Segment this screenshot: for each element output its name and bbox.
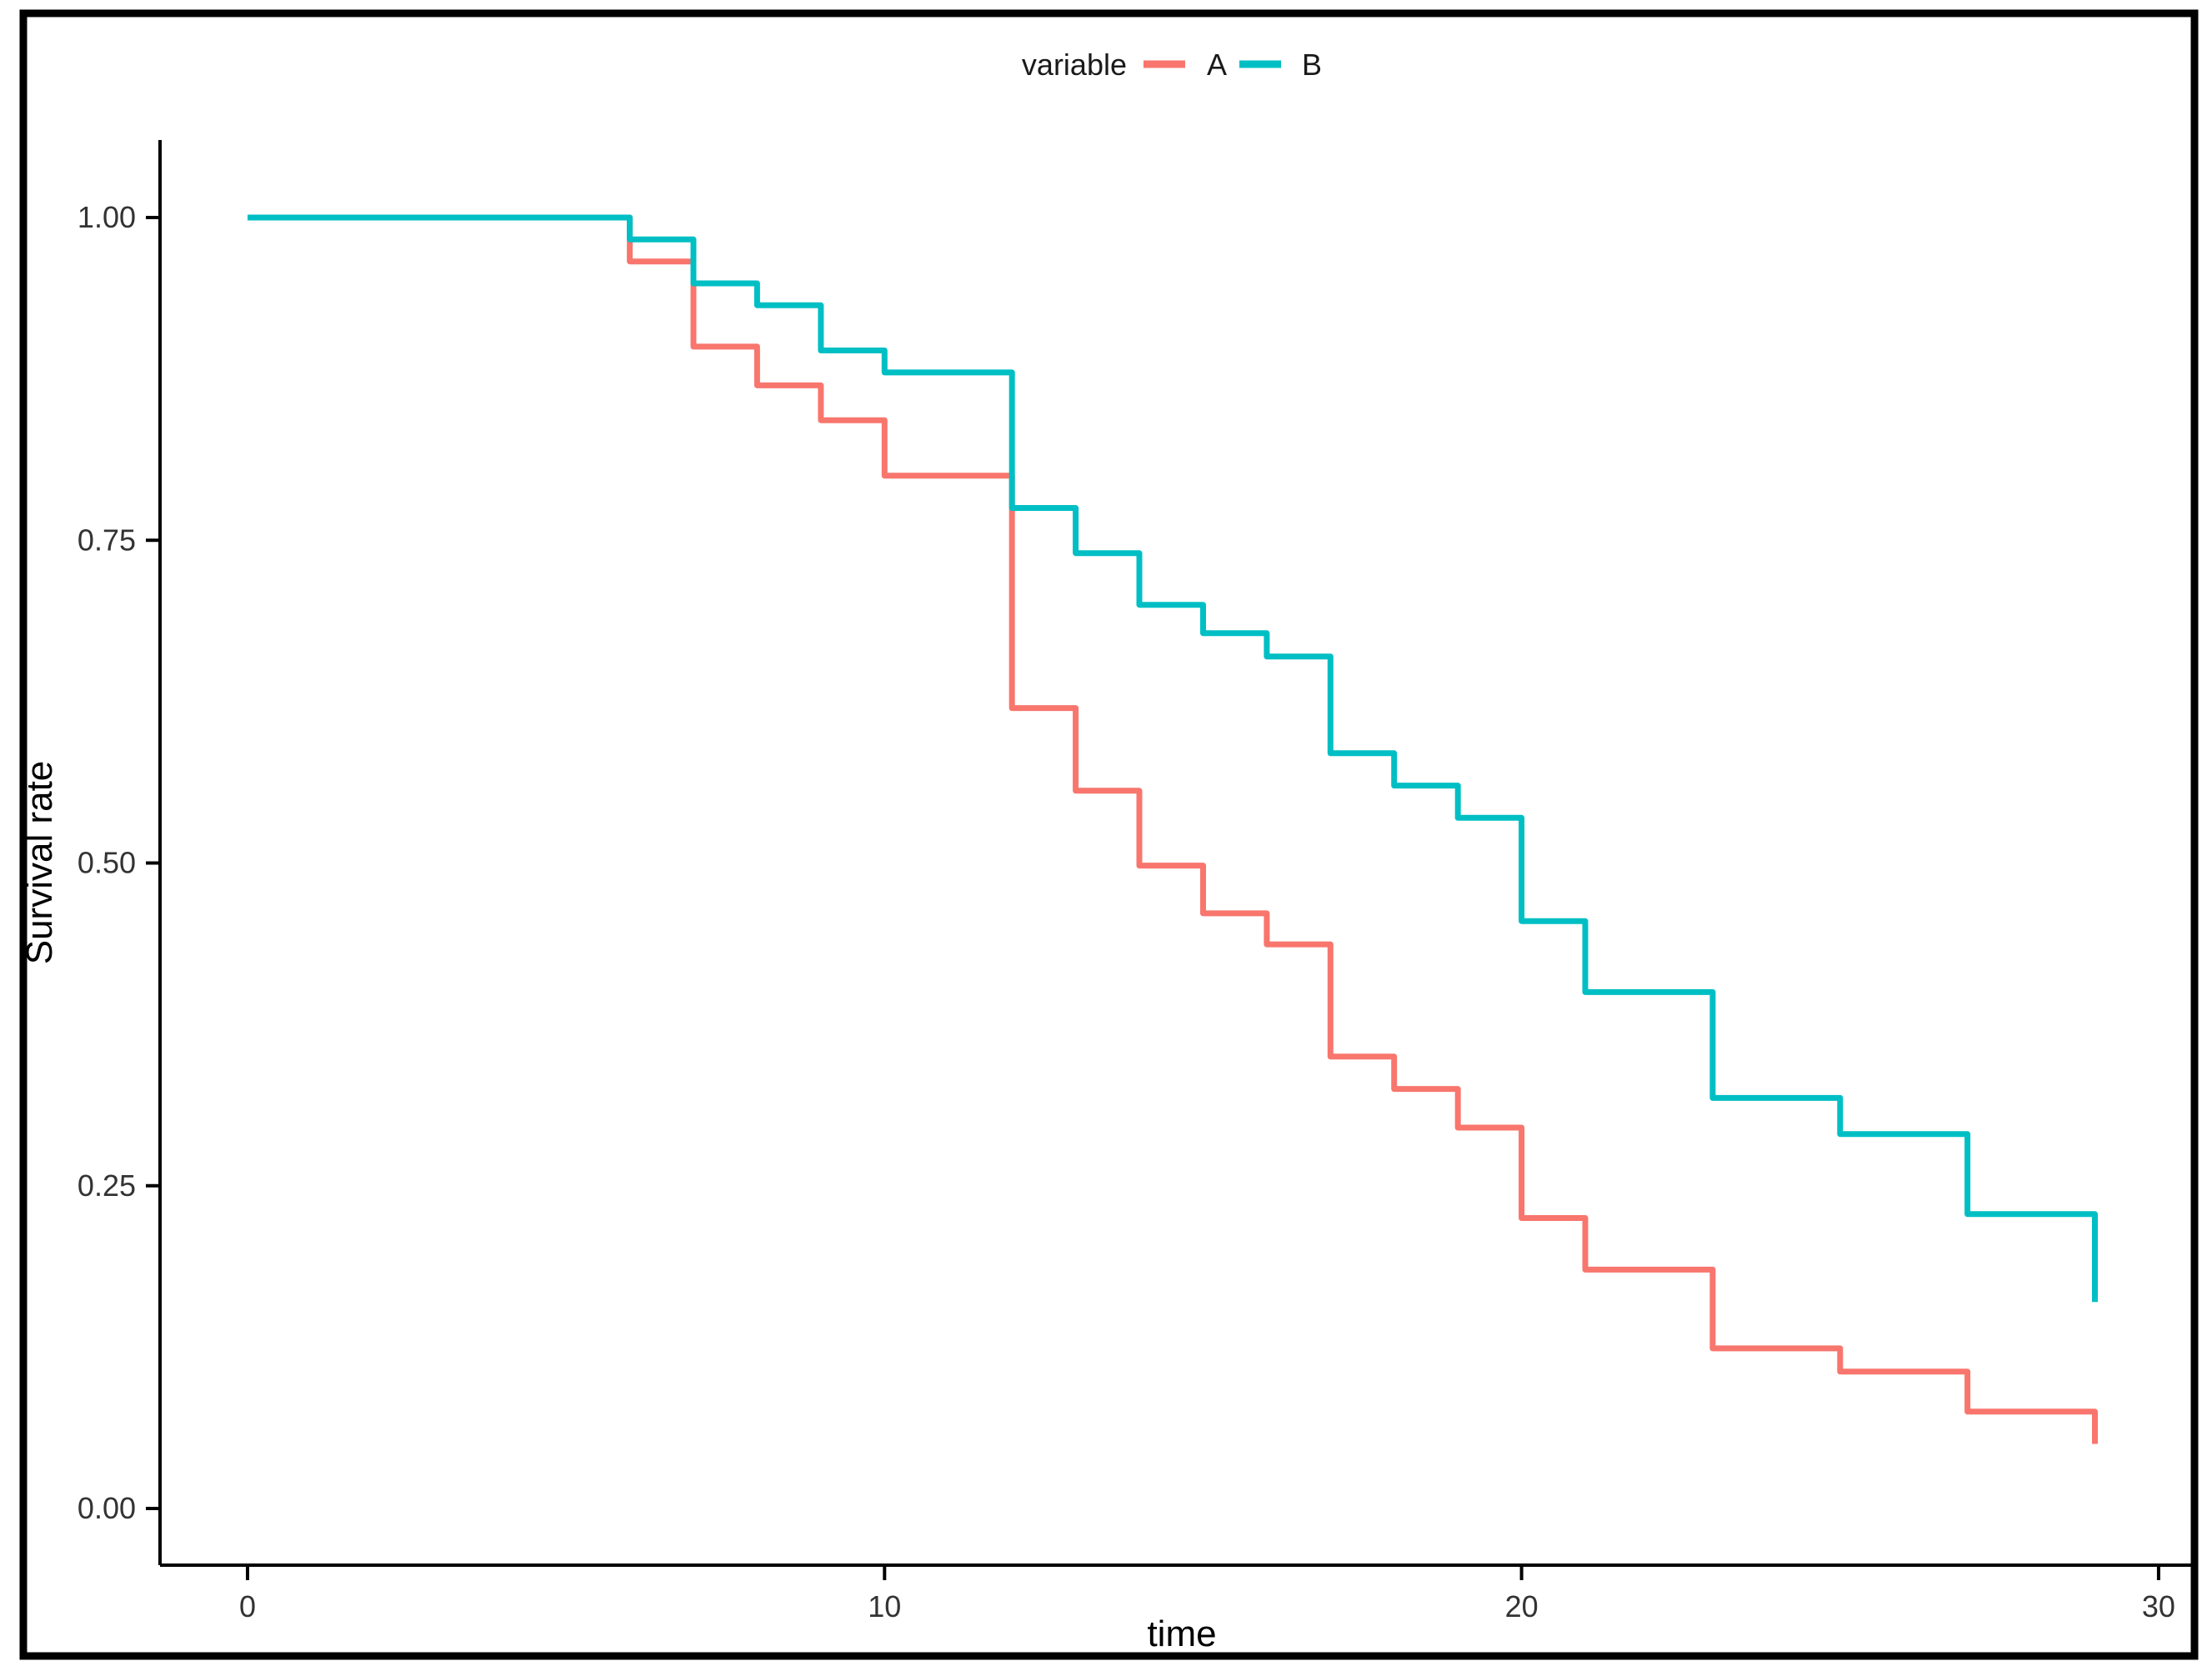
x-axis-title: time (1147, 1613, 1216, 1654)
legend-label-0: A (1207, 48, 1227, 82)
figure-border (19, 9, 2199, 1660)
legend-title: variable (1022, 48, 1127, 82)
x-tick-label-2: 20 (1505, 1589, 1539, 1623)
x-tick-label-0: 0 (239, 1589, 256, 1623)
y-tick-label-2: 0.50 (78, 846, 136, 880)
y-tick-label-3: 0.75 (78, 523, 136, 557)
legend-label-1: B (1302, 48, 1322, 82)
x-axis-ticks: 0 10 20 30 (239, 1565, 2175, 1623)
survival-curves (248, 214, 2098, 1444)
y-tick-label-0: 0.00 (78, 1491, 136, 1525)
legend-item-b: B (1239, 48, 1322, 82)
x-tick-label-3: 30 (2142, 1589, 2175, 1623)
x-tick-label-1: 10 (868, 1589, 901, 1623)
y-tick-label-1: 0.25 (78, 1168, 136, 1203)
y-tick-label-4: 1.00 (78, 200, 136, 234)
survival-curve-A (248, 214, 2098, 1444)
y-axis-title: Survival rate (19, 761, 60, 965)
survival-curve-B (248, 214, 2098, 1303)
legend: variable A B (1022, 48, 1322, 82)
legend-item-a: A (1144, 48, 1227, 82)
y-axis-ticks: 0.00 0.25 0.50 0.75 1.00 (78, 200, 160, 1525)
